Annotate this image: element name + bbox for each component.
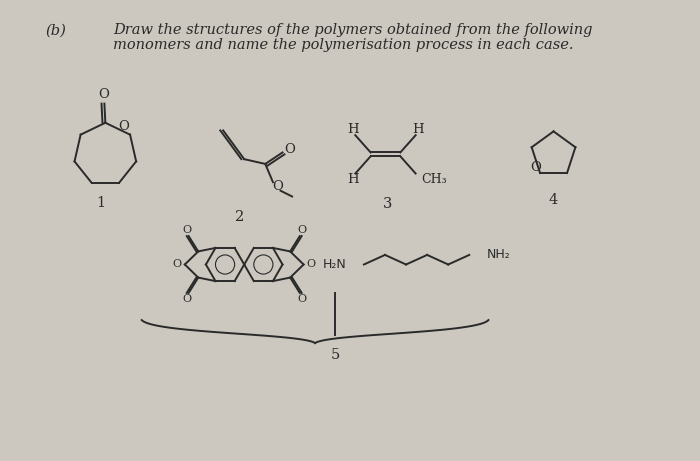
Text: O: O	[307, 260, 316, 270]
Text: H₂N: H₂N	[323, 258, 346, 271]
Text: O: O	[531, 161, 541, 174]
Text: H: H	[348, 173, 359, 186]
Text: NH₂: NH₂	[486, 248, 510, 261]
Text: monomers and name the polymerisation process in each case.: monomers and name the polymerisation pro…	[113, 37, 573, 52]
Text: O: O	[182, 294, 191, 304]
Text: H: H	[412, 123, 424, 136]
Text: 3: 3	[383, 197, 393, 211]
Text: 5: 5	[330, 348, 340, 361]
Text: (b): (b)	[45, 23, 66, 37]
Text: H: H	[348, 123, 359, 136]
Text: O: O	[98, 89, 109, 101]
Text: 2: 2	[234, 210, 244, 224]
Text: 4: 4	[549, 193, 558, 207]
Text: O: O	[182, 225, 191, 236]
Text: O: O	[297, 225, 306, 236]
Text: O: O	[173, 260, 182, 270]
Text: O: O	[272, 180, 284, 194]
Text: O: O	[118, 120, 129, 133]
Text: CH₃: CH₃	[421, 173, 447, 186]
Text: O: O	[297, 294, 306, 304]
Text: O: O	[284, 143, 295, 156]
Text: 1: 1	[96, 196, 105, 210]
Text: Draw the structures of the polymers obtained from the following: Draw the structures of the polymers obta…	[113, 23, 592, 37]
